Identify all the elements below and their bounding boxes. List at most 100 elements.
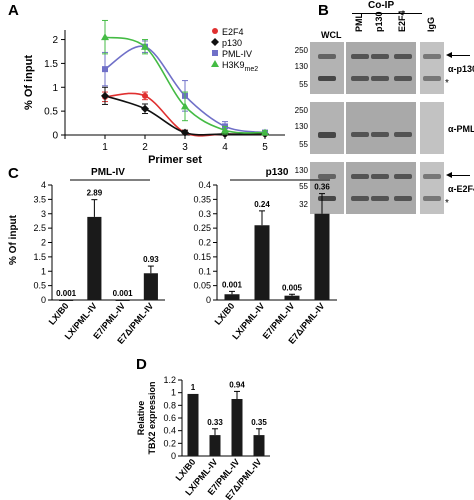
- bar: [59, 299, 74, 301]
- blot-band: [351, 196, 369, 201]
- y-tick-label: 4: [41, 180, 46, 190]
- legend-label: PML-IV: [222, 49, 252, 59]
- blot-band: [394, 54, 412, 59]
- antibody-label: α-E2F4: [448, 184, 474, 194]
- blot-wcl-strip: [310, 162, 344, 214]
- y-tick-label: 0.4: [163, 426, 176, 436]
- size-marker: 130: [294, 122, 308, 131]
- y-tick-label: 1: [41, 266, 46, 276]
- data-label: 0.001: [56, 289, 77, 298]
- bar: [115, 299, 130, 301]
- lane-label: IgG: [426, 17, 436, 32]
- y-tick-label: 1.5: [33, 252, 46, 262]
- y-tick-label: 0: [52, 131, 58, 142]
- y-tick-label: 0.2: [163, 438, 176, 448]
- y-tick-label: 0.05: [193, 281, 211, 291]
- band-arrow-head: [446, 172, 452, 178]
- data-label: 0.93: [143, 255, 159, 264]
- data-label: 2.89: [87, 189, 103, 198]
- x-axis-title: Primer set: [148, 154, 202, 165]
- bar: [187, 393, 199, 456]
- lane-label: E2F4: [397, 10, 407, 32]
- y-tick-label: 0.35: [193, 194, 211, 204]
- data-label: 0.001: [113, 289, 134, 298]
- blot-band: [371, 54, 389, 59]
- band-arrow: [450, 175, 470, 176]
- blot-band: [394, 196, 412, 201]
- data-point: [141, 104, 149, 113]
- blot-igg-strip: [420, 162, 444, 214]
- blot-coip-strip: [346, 162, 416, 214]
- legend-label: H3K9me2: [222, 60, 258, 73]
- y-tick-label: 0.5: [44, 107, 58, 118]
- y-tick-label: 2: [41, 238, 46, 248]
- bar: [209, 435, 221, 456]
- size-marker: 130: [294, 62, 308, 71]
- data-point: [142, 92, 148, 99]
- coip-label: Co-IP: [368, 0, 395, 11]
- data-point: [181, 102, 189, 110]
- lane-label: p130: [374, 11, 384, 32]
- panel-letter-d: D: [136, 356, 147, 373]
- nonspecific-band-star: *: [445, 78, 449, 89]
- blot-coip-strip: [346, 102, 416, 154]
- p130-bar-chart: 0 0.05 0.1 0.15 0.2 0.25 0.3 0.35 0.4 0.001 LX/B0 0…: [193, 167, 337, 346]
- blot-band: [318, 76, 336, 81]
- y-axis-title-line2: TBX2 expression: [147, 381, 157, 454]
- data-label: 0.24: [254, 200, 270, 209]
- legend-marker: [211, 60, 219, 67]
- data-point: [102, 66, 108, 73]
- legend-marker: [211, 38, 219, 46]
- data-label: 0.94: [229, 380, 245, 389]
- coip-bracket: [352, 13, 422, 14]
- blot-band: [351, 54, 369, 59]
- bar: [314, 213, 330, 300]
- blot-wcl-strip: [310, 102, 344, 154]
- x-tick-label: 3: [182, 142, 188, 153]
- legend-marker: [212, 50, 218, 56]
- y-tick-label: 1: [52, 83, 58, 94]
- y-axis-title-line1: Relative: [136, 401, 146, 436]
- blot-band: [371, 132, 389, 137]
- bar: [87, 216, 102, 300]
- size-marker: 130: [294, 166, 308, 175]
- x-tick-label: 4: [222, 142, 228, 153]
- blot-band: [371, 76, 389, 81]
- band-arrow-head: [446, 52, 452, 58]
- data-point: [221, 126, 229, 134]
- tbx2-expression-bar-chart: 00.20.40.60.811.21LX/B00.33LX/PML-IV0.94…: [136, 375, 270, 500]
- blot-band: [423, 54, 441, 59]
- size-marker: 32: [299, 200, 308, 209]
- legend-label: p130: [222, 38, 242, 48]
- x-tick-label: 1: [102, 142, 108, 153]
- data-point: [261, 128, 269, 136]
- size-marker: 250: [294, 106, 308, 115]
- blot-band: [394, 76, 412, 81]
- x-tick-label: 2: [142, 142, 148, 153]
- data-label: 0.35: [251, 418, 267, 427]
- blot-band: [318, 132, 336, 138]
- blot-coip-strip: [346, 42, 416, 94]
- primer-set-line-chart: 0 0.5 1 1.5 2 1 2 3 4 5 Primer set % Of input E2F4p1…: [23, 19, 285, 165]
- y-tick-label: 0.4: [198, 180, 211, 190]
- chart-title: PML-IV: [91, 167, 125, 178]
- coip-western-blot-panel: Co-IP WCL PML p130 E2F4 IgG 250 130 55 α-p130 * 250…: [295, 0, 474, 240]
- y-tick-label: 2: [52, 35, 58, 46]
- y-axis-title: % Of input: [23, 55, 35, 110]
- data-point: [101, 91, 109, 100]
- lane-label: PML: [354, 13, 364, 32]
- blot-igg-strip: [420, 102, 444, 154]
- blot-wcl-strip: [310, 42, 344, 94]
- blot-band: [371, 196, 389, 201]
- category-label: LX/B0: [212, 301, 236, 327]
- blot-band: [394, 174, 412, 179]
- y-tick-label: 0.3: [198, 209, 211, 219]
- y-tick-label: 0.6: [163, 413, 176, 423]
- blot-band: [318, 54, 336, 59]
- antibody-label: α-PML: [448, 124, 474, 134]
- y-tick-label: 3: [41, 209, 46, 219]
- blot-band: [394, 132, 412, 137]
- data-label: 1: [191, 383, 196, 392]
- y-tick-label: 0.25: [193, 223, 211, 233]
- blot-band: [423, 174, 441, 179]
